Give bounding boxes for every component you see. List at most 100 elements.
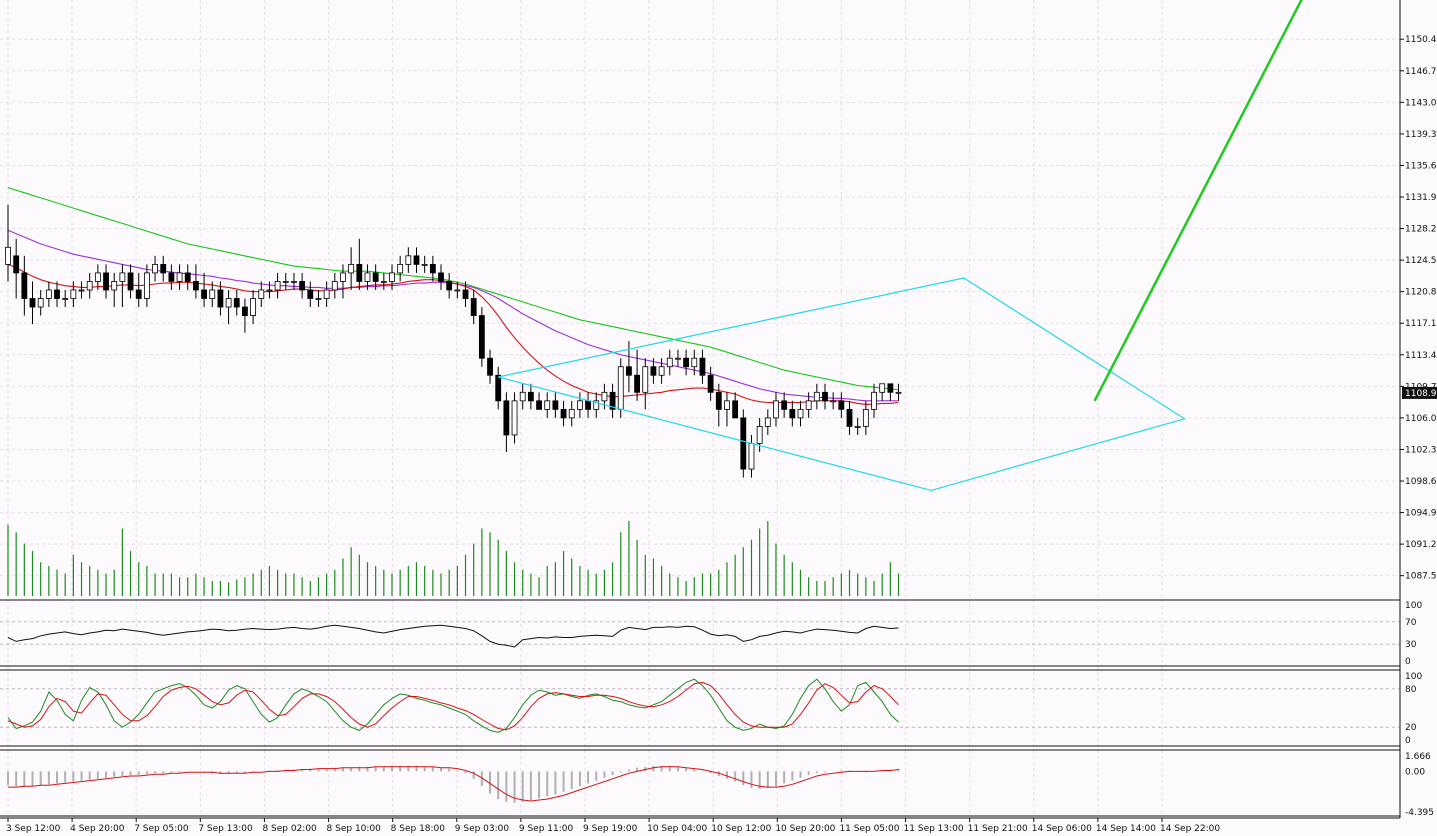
rsi-tick-label: 0	[1405, 657, 1411, 667]
time-tick-label: 11 Sep 05:00	[839, 824, 899, 834]
candle-body	[111, 281, 118, 291]
candle-body	[748, 443, 755, 470]
candle-body	[184, 272, 191, 282]
ma-fast-line	[7, 263, 899, 405]
candle-body	[405, 255, 412, 265]
candle-body	[282, 281, 289, 283]
time-tick-label: 8 Sep 02:00	[262, 824, 317, 834]
rsi-tick-label: 70	[1405, 618, 1417, 628]
price-tick-label: 1131.90	[1405, 193, 1437, 203]
candle-body	[838, 400, 845, 410]
price-tick-label: 1128.20	[1405, 225, 1437, 235]
last-price-label: 1108.93	[1405, 389, 1437, 399]
candle-body	[724, 400, 730, 410]
candle-body	[626, 366, 632, 376]
price-tick-label: 1087.50	[1405, 572, 1437, 582]
candle-body	[699, 357, 706, 376]
candle-body	[78, 289, 85, 292]
candle-body	[601, 391, 608, 402]
candle-body	[642, 366, 649, 393]
candle-body	[380, 281, 387, 283]
candle-body	[454, 289, 461, 292]
candle-body	[62, 298, 69, 300]
price-tick-label: 1091.20	[1405, 540, 1437, 550]
time-tick-label: 8 Sep 18:00	[391, 824, 446, 834]
candle-body	[871, 391, 877, 410]
price-candles	[5, 204, 902, 478]
candle-body	[593, 400, 600, 410]
ma-mid-line	[7, 229, 899, 402]
candle-body	[846, 408, 853, 427]
candle-body	[291, 281, 297, 283]
candle-body	[446, 281, 453, 291]
candle-body	[135, 289, 142, 299]
candle-body	[274, 281, 281, 291]
time-tick-label: 14 Sep 22:00	[1160, 824, 1220, 834]
candle-body	[781, 400, 788, 410]
candle-body	[536, 400, 542, 410]
candle-body	[323, 289, 330, 299]
candle-body	[470, 298, 477, 316]
candle-body	[854, 426, 861, 428]
stoch-tick-label: 0	[1405, 736, 1411, 746]
price-tick-label: 1135.60	[1405, 161, 1437, 171]
candle-body	[21, 272, 28, 299]
candle-body	[552, 400, 559, 410]
rsi-tick-label: 30	[1405, 640, 1417, 650]
time-tick-label: 11 Sep 13:00	[904, 824, 964, 834]
candle-body	[299, 281, 306, 291]
chart-drawings	[498, 0, 1303, 492]
candle-body	[478, 315, 485, 359]
macd-tick-label: 0.00	[1405, 767, 1425, 777]
time-tick-label: 14 Sep 14:00	[1096, 824, 1156, 834]
candle-body	[421, 263, 428, 266]
candle-body	[568, 408, 575, 419]
candle-body	[544, 400, 551, 410]
symmetrical-triangle	[498, 277, 1186, 492]
candle-body	[266, 289, 273, 292]
candle-body	[879, 383, 886, 393]
candle-body	[462, 289, 469, 299]
candle-body	[70, 289, 77, 299]
candle-body	[511, 400, 518, 436]
candle-body	[773, 400, 779, 419]
price-tick-label: 1094.90	[1405, 509, 1437, 519]
candle-body	[242, 306, 248, 316]
candle-body	[233, 298, 240, 308]
time-tick-label: 10 Sep 04:00	[647, 824, 707, 834]
stoch-signal-line	[7, 681, 899, 731]
candle-body	[822, 391, 828, 402]
candle-body	[168, 272, 175, 282]
candle-body	[805, 400, 812, 410]
candle-body	[413, 255, 420, 265]
price-tick-label: 1143.00	[1405, 98, 1437, 108]
candle-body	[429, 263, 436, 274]
time-tick-label: 11 Sep 21:00	[968, 824, 1028, 834]
candle-body	[617, 366, 624, 410]
candle-body	[683, 357, 690, 368]
candle-body	[650, 366, 657, 376]
candle-body	[715, 391, 722, 410]
candle-body	[740, 417, 747, 470]
volume-bars	[7, 521, 900, 596]
candle-body	[176, 272, 183, 282]
time-tick-label: 8 Sep 10:00	[327, 824, 382, 834]
candle-body	[356, 263, 363, 282]
candle-body	[634, 374, 640, 393]
candle-body	[495, 374, 502, 402]
candle-body	[756, 426, 763, 444]
time-tick-label: 9 Sep 11:00	[519, 824, 574, 834]
price-tick-label: 1102.30	[1405, 445, 1437, 455]
candle-body	[519, 391, 526, 402]
candle-body	[13, 255, 20, 274]
candle-body	[397, 263, 404, 274]
candle-body	[503, 400, 510, 436]
candle-body	[54, 289, 60, 299]
last-price-box	[1402, 386, 1437, 399]
candle-body	[789, 408, 796, 419]
candle-body	[675, 357, 681, 360]
price-tick-label: 1106.00	[1405, 414, 1437, 424]
candle-body	[94, 272, 101, 282]
